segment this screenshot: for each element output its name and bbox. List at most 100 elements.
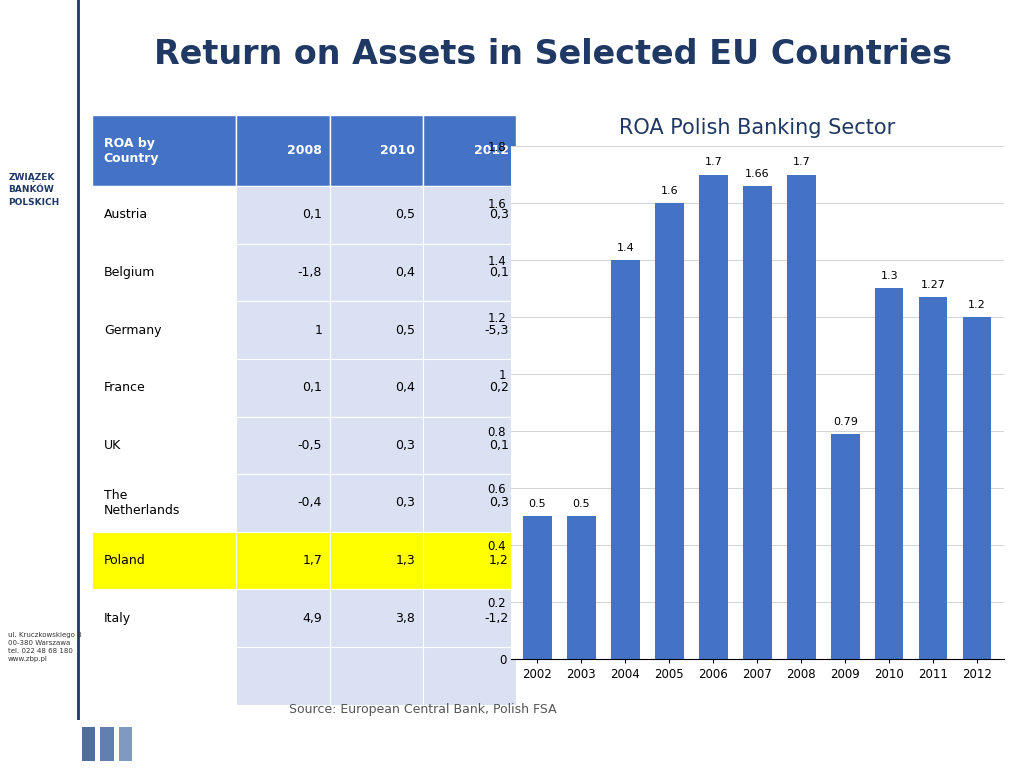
Bar xyxy=(92,531,237,589)
Bar xyxy=(237,115,330,186)
Text: 1.3: 1.3 xyxy=(881,271,898,281)
Bar xyxy=(237,531,330,589)
Bar xyxy=(655,203,684,658)
Bar xyxy=(611,260,640,658)
Text: ROA by
Country: ROA by Country xyxy=(103,137,160,164)
Text: 0.5: 0.5 xyxy=(572,499,590,509)
Bar xyxy=(237,474,330,531)
Bar xyxy=(92,186,237,243)
Bar xyxy=(92,359,237,416)
Text: -0,4: -0,4 xyxy=(298,496,323,509)
Text: 1,3: 1,3 xyxy=(395,554,416,567)
Text: Germany: Germany xyxy=(103,323,161,336)
Bar xyxy=(523,516,552,658)
Text: ZWIĄZEK
BANKÓW
POLSKICH: ZWIĄZEK BANKÓW POLSKICH xyxy=(8,173,59,207)
Bar xyxy=(237,359,330,416)
Text: 2008: 2008 xyxy=(288,144,323,157)
Bar xyxy=(92,647,237,705)
Bar xyxy=(92,243,237,301)
Text: 0,4: 0,4 xyxy=(395,381,416,394)
Text: B: B xyxy=(26,35,51,65)
Text: -1,2: -1,2 xyxy=(484,612,509,624)
Text: -1,8: -1,8 xyxy=(298,266,323,279)
Text: 0,1: 0,1 xyxy=(488,439,509,452)
Text: 1: 1 xyxy=(314,323,323,336)
Bar xyxy=(237,416,330,474)
Bar xyxy=(237,589,330,647)
Bar xyxy=(330,589,423,647)
Text: ul. Kruczkowskiego 8
00-380 Warszawa
tel. 022 48 68 180
www.zbp.pl: ul. Kruczkowskiego 8 00-380 Warszawa tel… xyxy=(8,632,82,662)
Text: 0,4: 0,4 xyxy=(395,266,416,279)
Bar xyxy=(423,531,516,589)
Bar xyxy=(830,434,859,658)
Text: 0.79: 0.79 xyxy=(833,416,858,426)
Bar xyxy=(423,359,516,416)
Bar xyxy=(82,727,95,761)
Text: 1.4: 1.4 xyxy=(616,243,634,253)
Text: -0,5: -0,5 xyxy=(298,439,323,452)
Text: 1.6: 1.6 xyxy=(660,186,678,196)
Text: Italy: Italy xyxy=(103,612,131,624)
Text: 0,1: 0,1 xyxy=(488,266,509,279)
Bar xyxy=(743,186,771,658)
Text: France: France xyxy=(103,381,145,394)
Text: 0.5: 0.5 xyxy=(528,499,546,509)
Bar xyxy=(330,359,423,416)
Text: 1.27: 1.27 xyxy=(921,280,945,290)
Bar xyxy=(330,474,423,531)
Text: The
Netherlands: The Netherlands xyxy=(103,489,180,517)
Text: 9: 9 xyxy=(906,737,916,752)
Bar xyxy=(699,174,728,658)
Bar xyxy=(330,186,423,243)
Text: 2012: 2012 xyxy=(474,144,509,157)
Text: Source: European Central Bank, Polish FSA: Source: European Central Bank, Polish FS… xyxy=(289,703,557,716)
Text: 0,1: 0,1 xyxy=(302,381,323,394)
Text: 0,2: 0,2 xyxy=(488,381,509,394)
Text: 0,3: 0,3 xyxy=(395,496,416,509)
Bar xyxy=(92,589,237,647)
Bar xyxy=(92,416,237,474)
Text: Poland: Poland xyxy=(103,554,145,567)
Bar xyxy=(237,647,330,705)
Text: 4,9: 4,9 xyxy=(302,612,323,624)
Bar xyxy=(787,174,815,658)
Bar xyxy=(237,301,330,359)
Text: 1,7: 1,7 xyxy=(302,554,323,567)
Bar xyxy=(330,115,423,186)
Bar xyxy=(330,647,423,705)
Bar xyxy=(330,243,423,301)
Text: 0,3: 0,3 xyxy=(488,496,509,509)
Bar xyxy=(423,243,516,301)
Bar xyxy=(423,115,516,186)
Text: 1.7: 1.7 xyxy=(705,157,722,167)
Bar xyxy=(874,289,903,658)
Text: 0,3: 0,3 xyxy=(488,208,509,221)
Text: Return on Assets in Selected EU Countries: Return on Assets in Selected EU Countrie… xyxy=(154,38,952,71)
Bar xyxy=(119,727,132,761)
Bar xyxy=(423,647,516,705)
Bar xyxy=(423,589,516,647)
Bar xyxy=(423,301,516,359)
Bar xyxy=(423,186,516,243)
Bar xyxy=(92,115,237,186)
Bar xyxy=(92,301,237,359)
Bar xyxy=(330,301,423,359)
Text: 2010: 2010 xyxy=(381,144,416,157)
Text: 0,5: 0,5 xyxy=(395,323,416,336)
Bar xyxy=(237,186,330,243)
Text: 0,1: 0,1 xyxy=(302,208,323,221)
Bar xyxy=(330,531,423,589)
Text: 3,8: 3,8 xyxy=(395,612,416,624)
Text: UK: UK xyxy=(103,439,121,452)
Text: 1.66: 1.66 xyxy=(744,169,770,179)
Text: www.zbp.pl: www.zbp.pl xyxy=(932,737,1004,750)
Text: 1.7: 1.7 xyxy=(793,157,810,167)
Text: 1,2: 1,2 xyxy=(488,554,509,567)
Text: 1.2: 1.2 xyxy=(969,300,986,310)
Text: 0,3: 0,3 xyxy=(395,439,416,452)
Bar xyxy=(567,516,596,658)
Bar xyxy=(92,474,237,531)
Text: Belgium: Belgium xyxy=(103,266,156,279)
Bar xyxy=(237,243,330,301)
Text: ROA Polish Banking Sector: ROA Polish Banking Sector xyxy=(620,118,895,138)
